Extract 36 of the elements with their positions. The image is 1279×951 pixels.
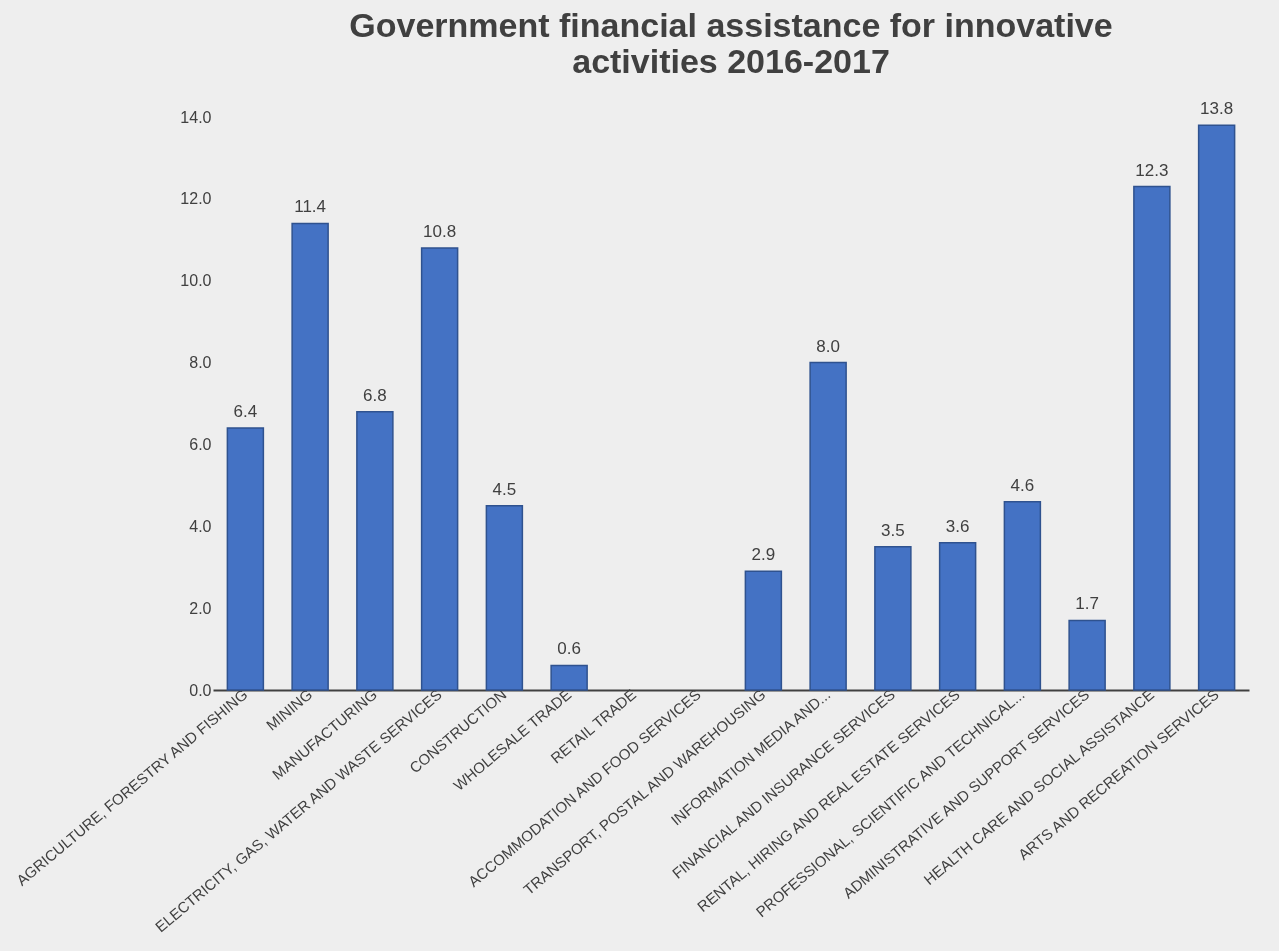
data-label: 13.8 (1200, 99, 1234, 119)
data-label: 12.3 (1135, 160, 1169, 180)
data-label: 2.9 (751, 545, 776, 565)
data-label: 10.8 (423, 221, 457, 241)
data-label: 3.6 (945, 516, 970, 536)
y-tick-label: 10.0 (180, 272, 212, 290)
bar (291, 222, 329, 691)
data-label: 0.6 (557, 639, 581, 659)
bar (1003, 500, 1042, 691)
bar (356, 410, 394, 691)
data-label: 1.7 (1075, 594, 1099, 614)
y-tick-label: 6.0 (189, 435, 212, 453)
bar (744, 570, 783, 691)
bar (1197, 124, 1236, 691)
y-tick-label: 14.0 (180, 108, 212, 126)
data-label: 4.5 (492, 479, 517, 499)
y-tick-label: 8.0 (189, 354, 212, 372)
data-label: 6.4 (233, 402, 258, 422)
bar (874, 546, 912, 691)
bar (809, 361, 847, 691)
data-label: 8.0 (816, 336, 840, 356)
bar (550, 664, 588, 691)
bar (226, 427, 265, 691)
chart-title: Government financial assistance for innovative activities 2016-2017 (349, 6, 1113, 81)
y-tick-label: 12.0 (180, 190, 212, 208)
bar (1068, 619, 1106, 691)
bar (420, 247, 459, 691)
bar (938, 541, 977, 691)
bar (485, 505, 524, 691)
data-label: 4.6 (1010, 475, 1035, 495)
data-label: 3.5 (881, 520, 905, 540)
data-label: 11.4 (294, 197, 327, 217)
bar (1133, 185, 1171, 691)
data-label: 6.8 (363, 385, 387, 405)
y-tick-label: 4.0 (189, 517, 212, 535)
y-tick-label: 2.0 (189, 599, 212, 617)
